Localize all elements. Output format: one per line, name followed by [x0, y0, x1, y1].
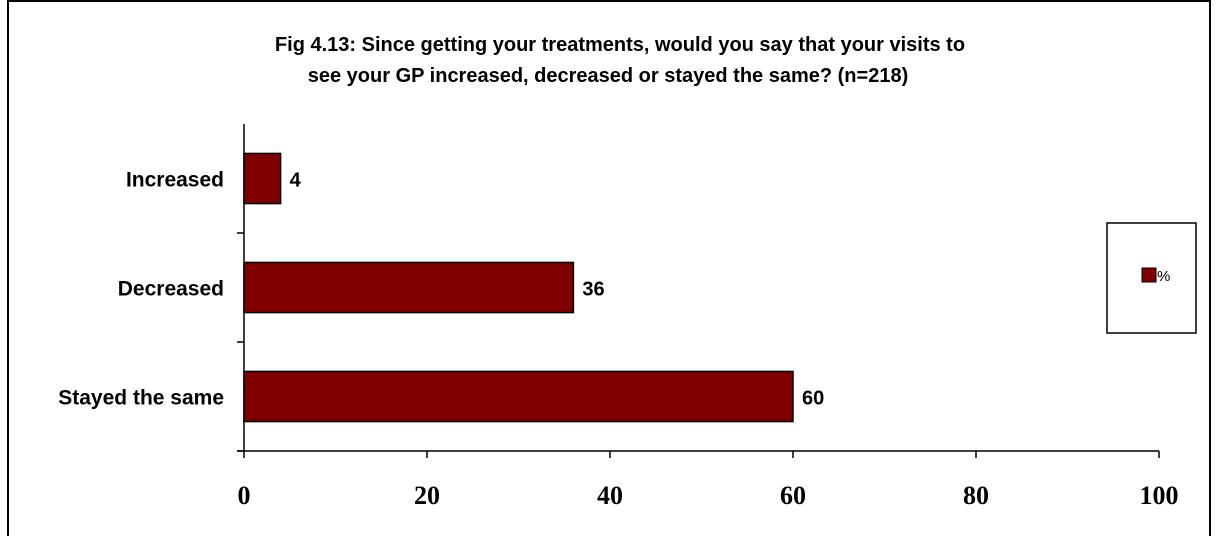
chart-title-line-1: Fig 4.13: Since getting your treatments,…	[275, 34, 965, 56]
x-tick-label: 100	[1140, 481, 1179, 510]
x-tick-label: 40	[597, 481, 623, 510]
data-label: 36	[582, 279, 604, 301]
category-label: Stayed the same	[58, 387, 224, 410]
legend-label: %	[1157, 268, 1170, 285]
data-label: 4	[290, 170, 302, 192]
category-label: Increased	[126, 169, 224, 192]
plot-area: Increased 4 Decreased 36 Stayed the same 60 0 2…	[58, 124, 1179, 510]
data-label: 60	[802, 388, 824, 410]
x-tick-label: 20	[414, 481, 440, 510]
bar	[243, 152, 282, 205]
legend: %	[1106, 222, 1197, 334]
bar	[243, 261, 575, 314]
bar	[243, 370, 794, 423]
category-label: Decreased	[118, 278, 224, 301]
x-tick-label: 60	[780, 481, 806, 510]
chart-title-line-2: see your GP increased, decreased or stay…	[308, 65, 908, 87]
chart-frame	[7, 0, 1211, 536]
x-tick-label: 0	[238, 481, 251, 510]
x-tick-label: 80	[963, 481, 989, 510]
legend-swatch	[1141, 267, 1157, 283]
